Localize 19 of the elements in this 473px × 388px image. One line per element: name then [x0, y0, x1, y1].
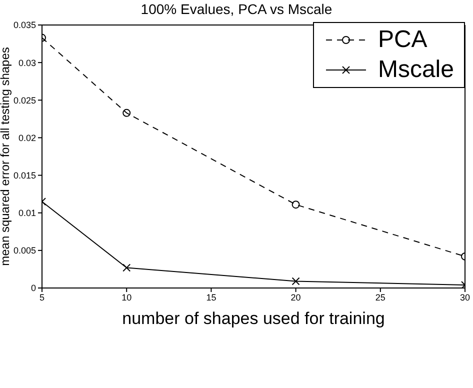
- chart-title: 100% Evalues, PCA vs Mscale: [140, 0, 334, 18]
- y-axis-title: mean squared error for all testing shapes: [0, 47, 12, 266]
- y-tick-label: 0.025: [13, 95, 36, 106]
- legend-label: Mscale: [378, 56, 454, 84]
- x-axis-title: number of shapes used for training: [122, 309, 385, 328]
- y-tick-label: 0: [30, 283, 36, 294]
- x-tick-label: 5: [39, 292, 45, 302]
- x-tick-label: 15: [206, 292, 216, 302]
- x-tick-label: 10: [122, 292, 132, 302]
- y-tick-label: 0.02: [18, 132, 36, 143]
- x-tick-label: 20: [290, 292, 301, 302]
- x-tick-label: 25: [375, 292, 386, 302]
- y-tick-label: 0.005: [13, 246, 36, 256]
- y-tick-label: 0.035: [13, 20, 36, 30]
- legend-label: PCA: [378, 26, 428, 54]
- y-tick-label: 0.015: [13, 170, 36, 180]
- y-tick-label: 0.03: [18, 58, 36, 68]
- y-tick-label: 0.01: [18, 208, 36, 218]
- x-tick-label: 30: [460, 292, 470, 302]
